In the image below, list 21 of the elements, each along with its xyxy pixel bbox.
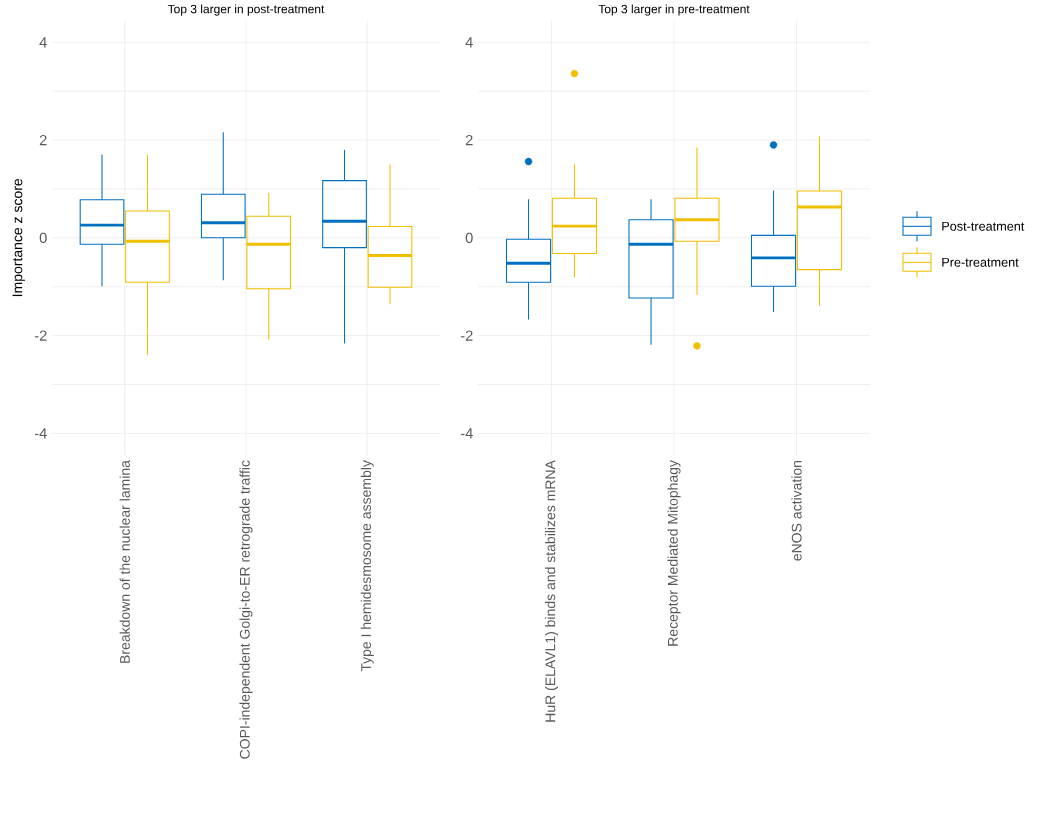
x-tick-label: Receptor Mediated Mitophagy xyxy=(667,459,681,646)
x-tick-label: eNOS activation xyxy=(791,460,802,561)
y-tick-label: 4 xyxy=(465,37,473,48)
y-tick-label: -4 xyxy=(460,428,473,439)
legend-label: Pre-treatment xyxy=(942,257,1019,267)
x-tick-label: HuR (ELAVL1) binds and stabilizes mRNA xyxy=(544,459,559,722)
x-tick-label: COPI-independent Golgi-to-ER retrograde traffic xyxy=(239,460,253,759)
x-tick-label: Breakdown of the nuclear lamina xyxy=(119,459,130,663)
y-tick-label: 0 xyxy=(39,232,47,243)
y-tick-label: -2 xyxy=(34,330,47,341)
y-axis-title: Importance z score xyxy=(12,178,26,296)
y-tick-label: 0 xyxy=(465,232,473,243)
y-tick-label: 2 xyxy=(39,134,47,146)
y-tick-label: -4 xyxy=(34,428,47,439)
chart-title: Top 3 larger in pre-treatment xyxy=(598,4,750,16)
y-tick-label: -2 xyxy=(460,330,473,341)
y-tick-label: 4 xyxy=(39,37,47,48)
chart-title: Top 3 larger in post-treatment xyxy=(167,4,325,16)
x-tick-label: Type I hemidesmosome assembly xyxy=(360,459,374,672)
legend-label: Post-treatment xyxy=(942,221,1025,231)
y-tick-label: 2 xyxy=(465,134,473,146)
